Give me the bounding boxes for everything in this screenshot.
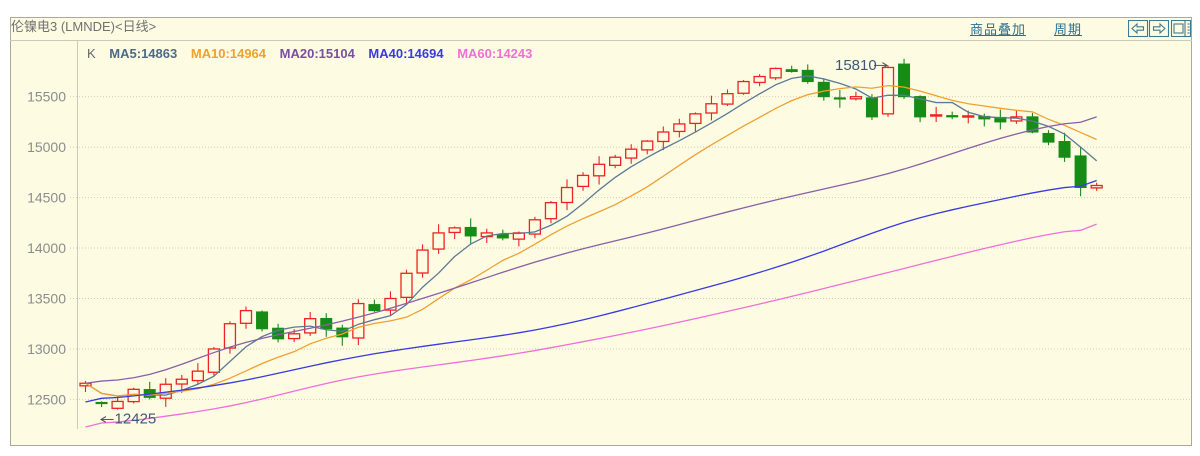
svg-text:13500: 13500 <box>27 291 66 307</box>
svg-text:12500: 12500 <box>27 391 66 407</box>
svg-text:15810: 15810 <box>835 57 877 74</box>
svg-text:15000: 15000 <box>27 139 66 155</box>
svg-text:15500: 15500 <box>27 89 66 105</box>
svg-text:14500: 14500 <box>27 190 66 206</box>
svg-text:14000: 14000 <box>27 240 66 256</box>
svg-text:13000: 13000 <box>27 341 66 357</box>
svg-text:12425: 12425 <box>115 410 157 427</box>
